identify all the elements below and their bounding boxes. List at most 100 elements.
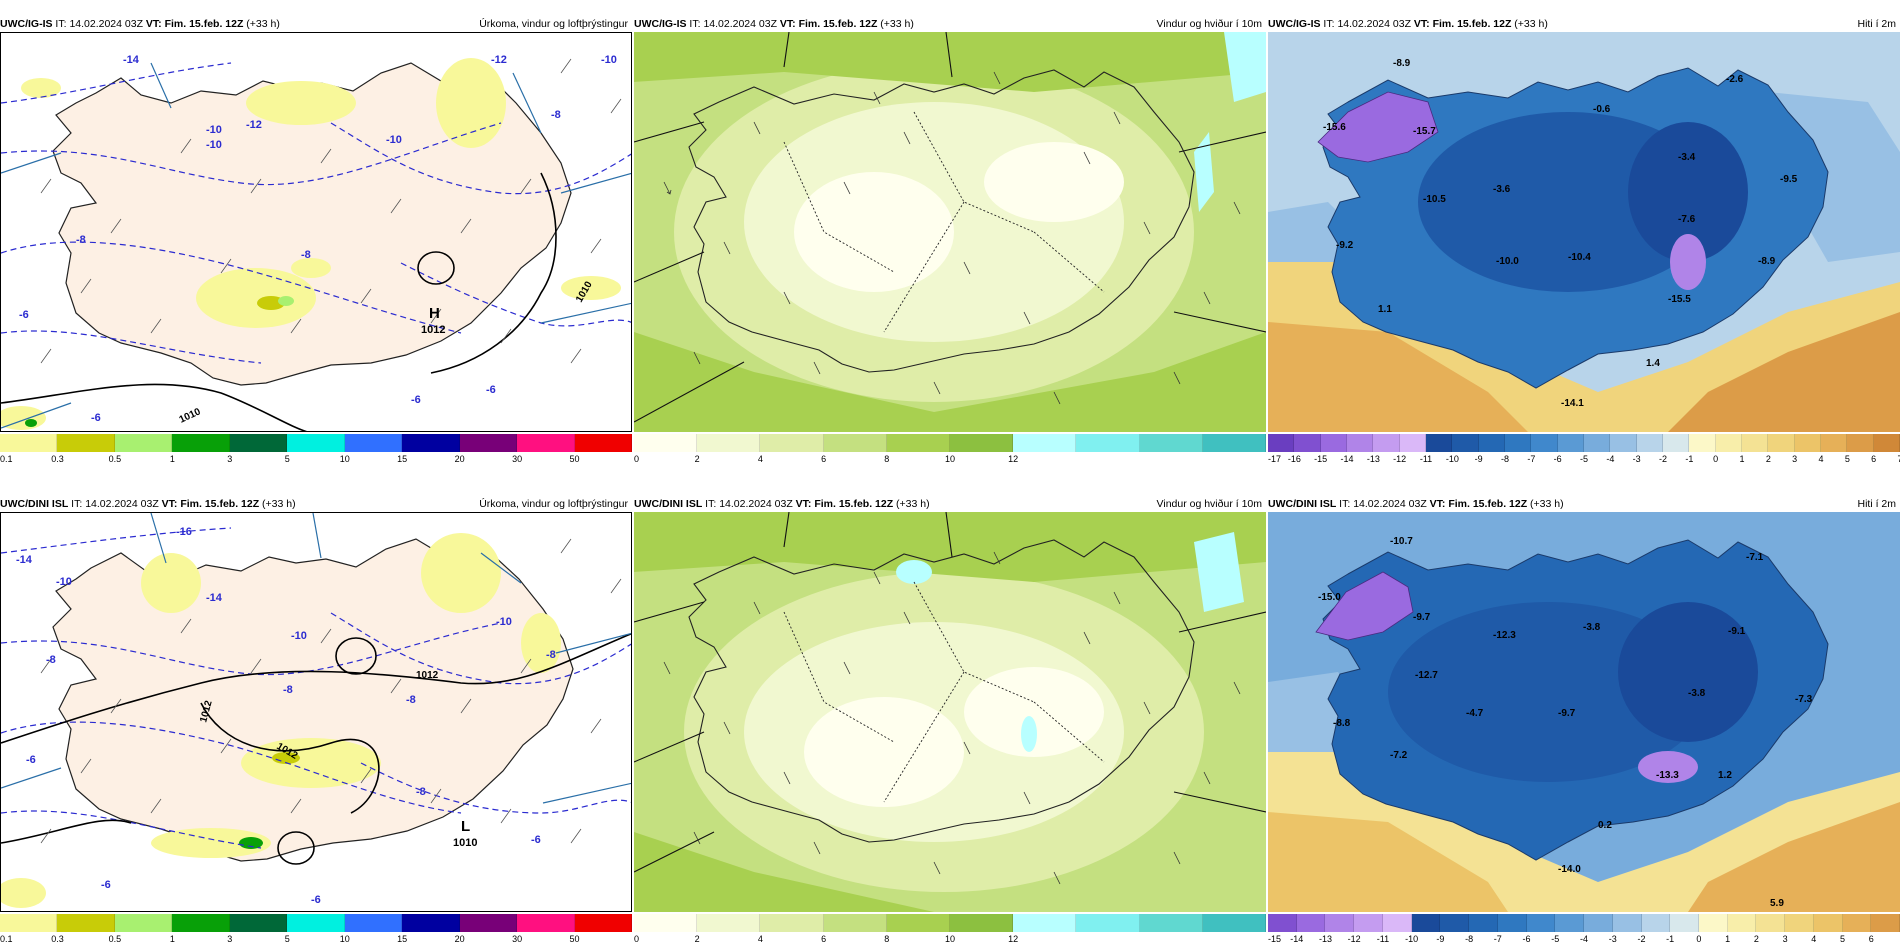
temp-label: -12.3 — [1493, 630, 1516, 641]
contour-label: -8 — [76, 234, 86, 246]
contour-label: -12 — [246, 119, 262, 131]
colorbar-segment — [1013, 434, 1077, 452]
coast-borders — [1, 62, 631, 429]
colorbar-tick-label: 0.1 — [0, 934, 13, 944]
colorbar-segment — [517, 434, 575, 452]
precip-patches — [1, 58, 621, 430]
colorbar-segment — [1425, 434, 1453, 452]
temperature-map[interactable]: -8.9 -15.6 -15.7 -10.5 -3.6 -0.6 -3.4 -2… — [1268, 32, 1900, 432]
colorbar-tick-label: 3 — [227, 454, 233, 464]
colorbar-segment — [517, 914, 575, 932]
colorbar-segment — [1612, 914, 1642, 932]
precip-map[interactable]: -16 -14 -14 -10 -10 -10 -8 -8 -8 -8 -6 -… — [0, 512, 632, 912]
colorbar-segment — [1478, 434, 1505, 452]
colorbar-tick-label: -10 — [1445, 454, 1459, 464]
init-time-label: IT: — [689, 18, 701, 30]
temp-label: -9.5 — [1780, 174, 1798, 185]
temp-label: 0.2 — [1598, 820, 1612, 831]
precip-colorbar-ticks: 0.1 0.3 0.5 1 3 5 10 15 20 30 50 — [0, 454, 632, 468]
colorbar-tick-label: 0.3 — [51, 934, 64, 944]
valid-time: Fim. 15.feb. 12Z — [814, 498, 894, 510]
map-title: Vindur og hviður í 10m — [1156, 18, 1262, 30]
wind-map[interactable] — [634, 32, 1266, 432]
colorbar-tick-label: 4 — [757, 454, 763, 464]
colorbar-segment — [697, 434, 761, 452]
colorbar-segment — [1847, 434, 1874, 452]
temp-label: -7.3 — [1795, 694, 1813, 705]
colorbar-segment — [697, 914, 761, 932]
init-time: 14.02.2024 03Z — [1337, 18, 1411, 30]
precip-map-canvas: -14 -12 -10 -10 -10 -8 -8 -8 -6 -6 -6 -6… — [1, 33, 631, 431]
colorbar-segment — [1873, 434, 1900, 452]
pressure-center-letter: H — [429, 305, 440, 322]
init-time-label: IT: — [1323, 18, 1335, 30]
colorbar-segment — [1531, 434, 1558, 452]
panel-temp-dini-isl: UWC/DINI ISL IT: 14.02.2024 03Z VT: Fim.… — [1268, 496, 1900, 950]
colorbar-segment — [1504, 434, 1532, 452]
valid-time: Fim. 15.feb. 12Z — [798, 18, 878, 30]
temp-label: -8.9 — [1758, 256, 1776, 267]
panel-header: UWC/IG-IS IT: 14.02.2024 03Z VT: Fim. 15… — [0, 16, 632, 32]
temp-label: -10.7 — [1390, 536, 1413, 547]
contour-label: -8 — [46, 654, 56, 666]
contour-label: -6 — [311, 894, 321, 906]
temp-label: 1.1 — [1378, 304, 1392, 315]
valid-time: Fim. 15.feb. 12Z — [180, 498, 260, 510]
contour-label: -8 — [551, 109, 561, 121]
temp-label: 5.9 — [1770, 898, 1784, 909]
colorbar-tick-label: 6 — [821, 454, 827, 464]
temp-colorbar-ticks: -17 -16 -15 -14 -13 -12 -11 -10 -9 -8 -7 -6 -5 -4 -3 -2… — [1268, 454, 1900, 468]
iceland-outline — [688, 69, 1195, 373]
colorbar-tick-label: -9 — [1474, 454, 1483, 464]
colorbar-segment — [1469, 914, 1498, 932]
precip-colorbar — [0, 434, 632, 452]
colorbar-segment — [1583, 434, 1611, 452]
colorbar-segment — [1768, 434, 1795, 452]
colorbar-segment — [1555, 914, 1585, 932]
temp-label: 1.2 — [1718, 770, 1732, 781]
colorbar-segment — [634, 914, 698, 932]
wind-map[interactable] — [634, 512, 1266, 912]
precip-contours — [1, 62, 631, 364]
colorbar-tick-label: 4 — [1811, 934, 1817, 944]
colorbar-segment — [344, 914, 403, 932]
colorbar-tick-label: 30 — [512, 934, 523, 944]
isobar-lines — [1, 632, 631, 865]
panel-precip-ig-is: UWC/IG-IS IT: 14.02.2024 03Z VT: Fim. 15… — [0, 16, 632, 470]
temp-label: -7.6 — [1678, 214, 1696, 225]
temp-label: -3.6 — [1493, 184, 1511, 195]
contour-label: -14 — [206, 592, 223, 604]
temp-label: -3.8 — [1583, 622, 1601, 633]
temp-label: -15.6 — [1323, 122, 1346, 133]
lead-time: (+33 h) — [1514, 18, 1548, 30]
colorbar-segment — [1699, 914, 1728, 932]
colorbar-segment — [1794, 434, 1821, 452]
temperature-labels: -10.7 -7.1 -15.0 -9.7 -12.3 -3.8 -9.1 -1… — [1318, 536, 1813, 909]
temperature-map[interactable]: -10.7 -7.1 -15.0 -9.7 -12.3 -3.8 -9.1 -1… — [1268, 512, 1900, 912]
colorbar-tick-label: 1 — [169, 454, 175, 464]
colorbar-segment — [1727, 914, 1757, 932]
colorbar-tick-label: -16 — [1287, 454, 1301, 464]
map-title: Úrkoma, vindur og loftþrýstingur — [479, 498, 628, 510]
colorbar-segment — [1076, 434, 1140, 452]
contour-label: -8 — [416, 786, 426, 798]
temp-label: -0.6 — [1593, 104, 1611, 115]
colorbar-tick-label: 0.5 — [108, 934, 122, 944]
colorbar-tick-label: 2 — [694, 454, 700, 464]
precip-map[interactable]: -14 -12 -10 -10 -10 -8 -8 -8 -6 -6 -6 -6… — [0, 32, 632, 432]
pressure-center-value: 1010 — [453, 837, 477, 849]
colorbar-tick-label: -15 — [1268, 934, 1282, 944]
colorbar-segment — [1354, 914, 1383, 932]
contour-label: -10 — [386, 134, 402, 146]
temp-label: -9.2 — [1336, 240, 1354, 251]
colorbar-segment — [402, 914, 460, 932]
colorbar-tick-label: -2 — [1658, 454, 1668, 464]
isobar-label: 1012 — [416, 670, 439, 681]
lead-time: (+33 h) — [880, 18, 914, 30]
colorbar-tick-label: -15 — [1314, 454, 1328, 464]
panel-header: UWC/DINI ISL IT: 14.02.2024 03Z VT: Fim.… — [634, 496, 1266, 512]
colorbar-segment — [634, 434, 698, 452]
colorbar-tick-label: 20 — [454, 454, 465, 464]
colorbar-segment — [1076, 914, 1140, 932]
valid-time-label: VT: — [1413, 18, 1430, 30]
